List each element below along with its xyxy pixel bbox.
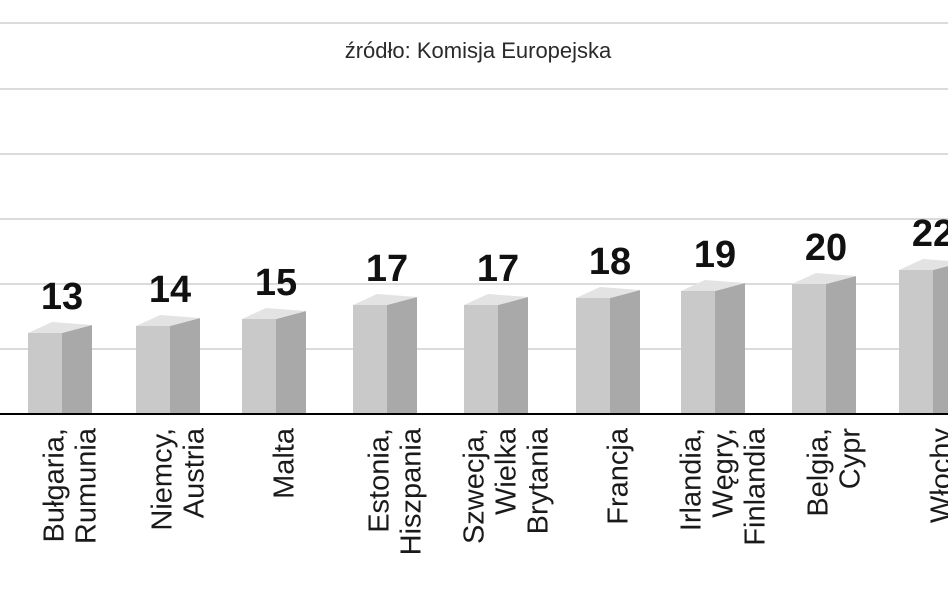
bar-side xyxy=(826,276,856,414)
bar-front xyxy=(28,333,62,414)
category-label: Belgia, xyxy=(803,428,835,517)
value-label: 20 xyxy=(805,227,847,269)
value-label: 18 xyxy=(589,241,631,283)
bar xyxy=(899,259,948,414)
bar-top-face xyxy=(576,287,640,298)
bar-side xyxy=(715,283,745,414)
category-label: Hiszpania xyxy=(396,427,428,555)
bar-top-face xyxy=(136,315,200,326)
bar-top-face xyxy=(353,294,417,305)
category-label: Cypr xyxy=(835,428,867,490)
bar-side xyxy=(276,311,306,414)
category-label: Niemcy, xyxy=(147,428,179,531)
category-label: Szwecja, xyxy=(459,428,491,544)
bar-front xyxy=(242,319,276,414)
category-label: Francja xyxy=(603,427,635,525)
bar-front xyxy=(899,270,933,414)
value-label: 17 xyxy=(366,248,408,290)
category-label: Włochy xyxy=(926,428,948,524)
category-label: Estonia, xyxy=(364,428,396,533)
value-label: 22 xyxy=(912,213,948,255)
bar-side xyxy=(610,290,640,414)
category-label: Irlandia, xyxy=(676,428,708,531)
category-label: Węgry, xyxy=(708,428,740,518)
bar-side xyxy=(62,325,92,414)
value-label: 13 xyxy=(41,276,83,318)
bar-front xyxy=(681,291,715,414)
bar xyxy=(792,273,856,414)
bar xyxy=(353,294,417,414)
bars xyxy=(28,259,948,414)
bar-front xyxy=(576,298,610,414)
bar-top-face xyxy=(242,308,306,319)
bar-front xyxy=(353,305,387,414)
bar xyxy=(28,322,92,414)
category-label: Rumunia xyxy=(71,427,103,544)
bar-top-face xyxy=(792,273,856,284)
value-label: 17 xyxy=(477,248,519,290)
bar-top-face xyxy=(899,259,948,270)
bar xyxy=(242,308,306,414)
category-label: Bułgaria, xyxy=(39,428,71,542)
bar-side xyxy=(170,318,200,414)
category-label: Austria xyxy=(179,427,211,518)
category-label: Wielka xyxy=(491,427,523,515)
bar-front xyxy=(464,305,498,414)
bar-side xyxy=(933,266,948,414)
bar-front xyxy=(136,326,170,414)
bar xyxy=(681,280,745,414)
bar-top-face xyxy=(28,322,92,333)
category-label: Finlandia xyxy=(740,427,772,546)
bar xyxy=(136,315,200,414)
value-label: 14 xyxy=(149,269,191,311)
value-label: 15 xyxy=(255,262,297,304)
bar-side xyxy=(387,297,417,414)
bar xyxy=(464,294,528,414)
category-label: Malta xyxy=(269,427,301,499)
bar-side xyxy=(498,297,528,414)
bar xyxy=(576,287,640,414)
value-labels: 13 14 15 17 17 18 19 20 22 xyxy=(41,213,948,318)
category-label: Brytania xyxy=(523,427,555,534)
bar-front xyxy=(792,284,826,414)
bar-top-face xyxy=(681,280,745,291)
source-note: źródło: Komisja Europejska xyxy=(345,38,612,63)
value-label: 19 xyxy=(694,234,736,276)
category-labels: Bułgaria, Rumunia Niemcy, Austria Malta Eston… xyxy=(39,427,948,555)
bar-top-face xyxy=(464,294,528,305)
